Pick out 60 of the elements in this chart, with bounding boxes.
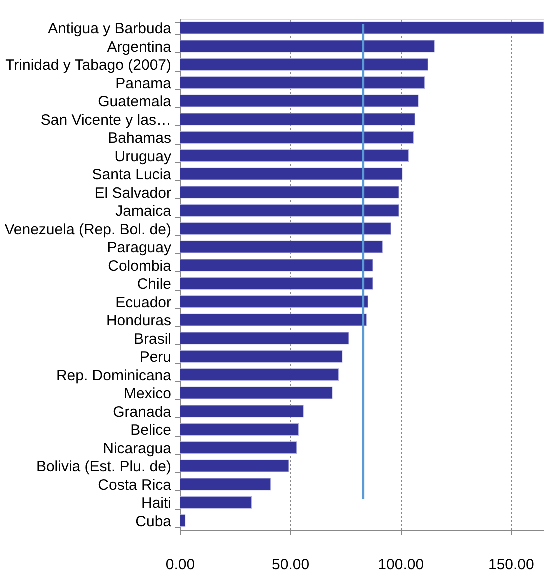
x-tick-label: 0.00 [166, 556, 196, 574]
y-tick-label: Cuba [136, 513, 172, 530]
x-tick-label: 100.00 [378, 556, 424, 574]
bar [180, 150, 410, 162]
bar [180, 168, 403, 180]
bar [180, 222, 392, 236]
y-tick-label: Panama [116, 75, 172, 92]
bar [180, 296, 368, 308]
bar [180, 460, 290, 472]
y-tick-label: Antigua y Barbuda [48, 20, 172, 38]
bar [180, 94, 419, 108]
y-tick-label: Peru [140, 349, 172, 366]
y-tick-label: Guatemala [98, 94, 172, 111]
bar [180, 277, 374, 290]
bar [180, 204, 400, 217]
y-tick-label: Belice [130, 422, 172, 440]
y-tick-label: Bahamas [108, 130, 172, 148]
bar [180, 332, 350, 345]
bar [180, 423, 299, 436]
x-tick-label: 150.00 [488, 556, 534, 574]
bar [180, 386, 333, 400]
bar [180, 40, 435, 53]
bar [180, 186, 400, 199]
y-tick-label: Jamaica [116, 203, 172, 220]
y-tick-label: Costa Rica [98, 476, 172, 494]
y-tick-label: Trinidad y Tabago (2007) [6, 57, 172, 74]
x-tick-label: 50.00 [272, 556, 310, 574]
y-tick-label: San Vicente y las… [40, 112, 172, 129]
bar [180, 259, 374, 272]
bar [180, 350, 343, 363]
bar [180, 496, 252, 509]
bar [180, 514, 186, 528]
y-tick-label: Ecuador [116, 294, 172, 312]
y-tick-label: Venezuela (Rep. Bol. de) [4, 221, 172, 238]
y-tick-label: Rep. Dominicana [56, 367, 172, 384]
bar [180, 368, 340, 382]
y-tick-label: Nicaragua [103, 440, 172, 458]
y-tick-label: Argentina [107, 38, 172, 56]
y-tick-label: Mexico [124, 386, 172, 403]
y-tick-label: Brasil [134, 330, 172, 348]
bar [180, 478, 272, 491]
bar [180, 22, 544, 34]
bar [180, 405, 304, 418]
y-tick-label: Haiti [141, 495, 172, 512]
bar [180, 131, 414, 144]
bar [180, 314, 367, 326]
y-tick-label: Chile [137, 276, 172, 294]
y-tick-label: El Salvador [94, 184, 172, 202]
y-tick-label: Santa Lucia [92, 166, 172, 184]
bar [180, 442, 298, 454]
y-tick-label: Paraguay [107, 240, 172, 257]
y-tick-label: Granada [113, 404, 172, 421]
y-tick-label: Bolivia (Est. Plu. de) [36, 458, 172, 476]
bar [180, 113, 416, 126]
y-tick-label: Honduras [106, 312, 172, 330]
y-tick-label: Colombia [108, 258, 172, 275]
y-tick-label: Uruguay [114, 148, 172, 166]
bar [180, 240, 384, 254]
bar [180, 76, 426, 90]
bar [180, 58, 428, 71]
